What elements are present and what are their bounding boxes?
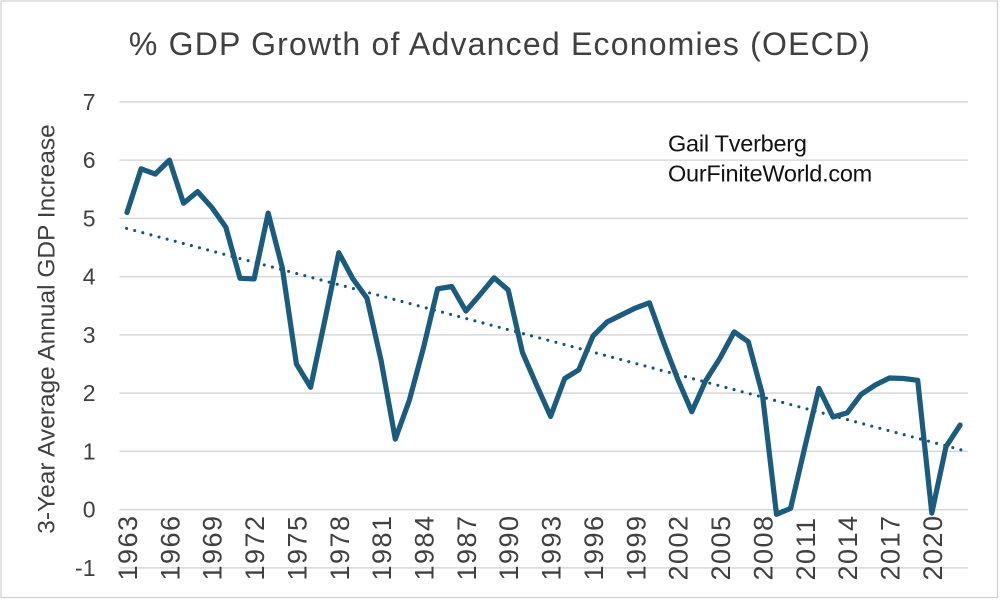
- svg-text:2011: 2011: [791, 516, 821, 580]
- svg-text:1984: 1984: [410, 514, 440, 580]
- svg-text:1987: 1987: [452, 514, 482, 580]
- svg-text:5: 5: [83, 205, 96, 231]
- svg-text:1993: 1993: [537, 514, 567, 580]
- svg-text:1999: 1999: [621, 514, 651, 580]
- svg-text:4: 4: [83, 264, 96, 290]
- svg-text:2008: 2008: [748, 514, 778, 580]
- svg-text:1996: 1996: [579, 514, 609, 580]
- svg-text:2002: 2002: [664, 514, 694, 580]
- svg-text:7: 7: [83, 89, 96, 115]
- svg-text:1975: 1975: [282, 514, 312, 580]
- svg-text:6: 6: [83, 147, 96, 173]
- svg-text:2005: 2005: [706, 514, 736, 580]
- svg-text:0: 0: [83, 497, 96, 523]
- svg-text:-1: -1: [75, 555, 95, 581]
- svg-text:1966: 1966: [155, 514, 185, 580]
- svg-text:2: 2: [83, 380, 96, 406]
- svg-text:1963: 1963: [113, 514, 143, 580]
- svg-text:3-Year Average Annual GDP Incr: 3-Year Average Annual GDP Increase: [34, 124, 61, 534]
- svg-text:2020: 2020: [918, 514, 948, 580]
- svg-text:2014: 2014: [833, 514, 863, 580]
- svg-text:1990: 1990: [494, 514, 524, 580]
- svg-text:1: 1: [83, 438, 96, 464]
- svg-text:1969: 1969: [198, 514, 228, 580]
- svg-text:1972: 1972: [240, 514, 270, 580]
- svg-text:3: 3: [83, 322, 96, 348]
- svg-text:1978: 1978: [325, 514, 355, 580]
- svg-text:OurFiniteWorld.com: OurFiniteWorld.com: [668, 161, 872, 187]
- svg-text:1981: 1981: [367, 514, 397, 580]
- svg-text:Gail Tverberg: Gail Tverberg: [668, 131, 807, 157]
- svg-text:% GDP Growth of Advanced Econo: % GDP Growth of Advanced Economies (OECD…: [129, 26, 871, 62]
- svg-text:2017: 2017: [876, 514, 906, 580]
